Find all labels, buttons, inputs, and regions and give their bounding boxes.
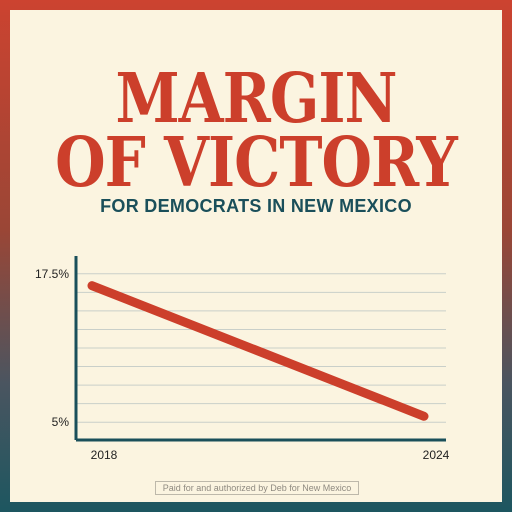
x-tick-labels: 2018 2024	[91, 448, 450, 462]
title-line-1: MARGIN	[115, 58, 397, 139]
title-line-2: OF VICTORY	[55, 122, 458, 203]
x-tick-label: 2018	[91, 448, 118, 462]
series-line	[87, 281, 429, 421]
y-tick-label: 17.5%	[35, 267, 69, 281]
paid-for-disclaimer: Paid for and authorized by Deb for New M…	[155, 481, 359, 495]
cream-panel	[10, 10, 502, 502]
series-group	[87, 281, 429, 421]
subtitle: FOR DEMOCRATS IN NEW MEXICO	[100, 196, 412, 216]
y-tick-labels: 17.5% 5%	[35, 267, 69, 429]
x-tick-label: 2024	[423, 448, 450, 462]
y-tick-label: 5%	[52, 415, 70, 429]
